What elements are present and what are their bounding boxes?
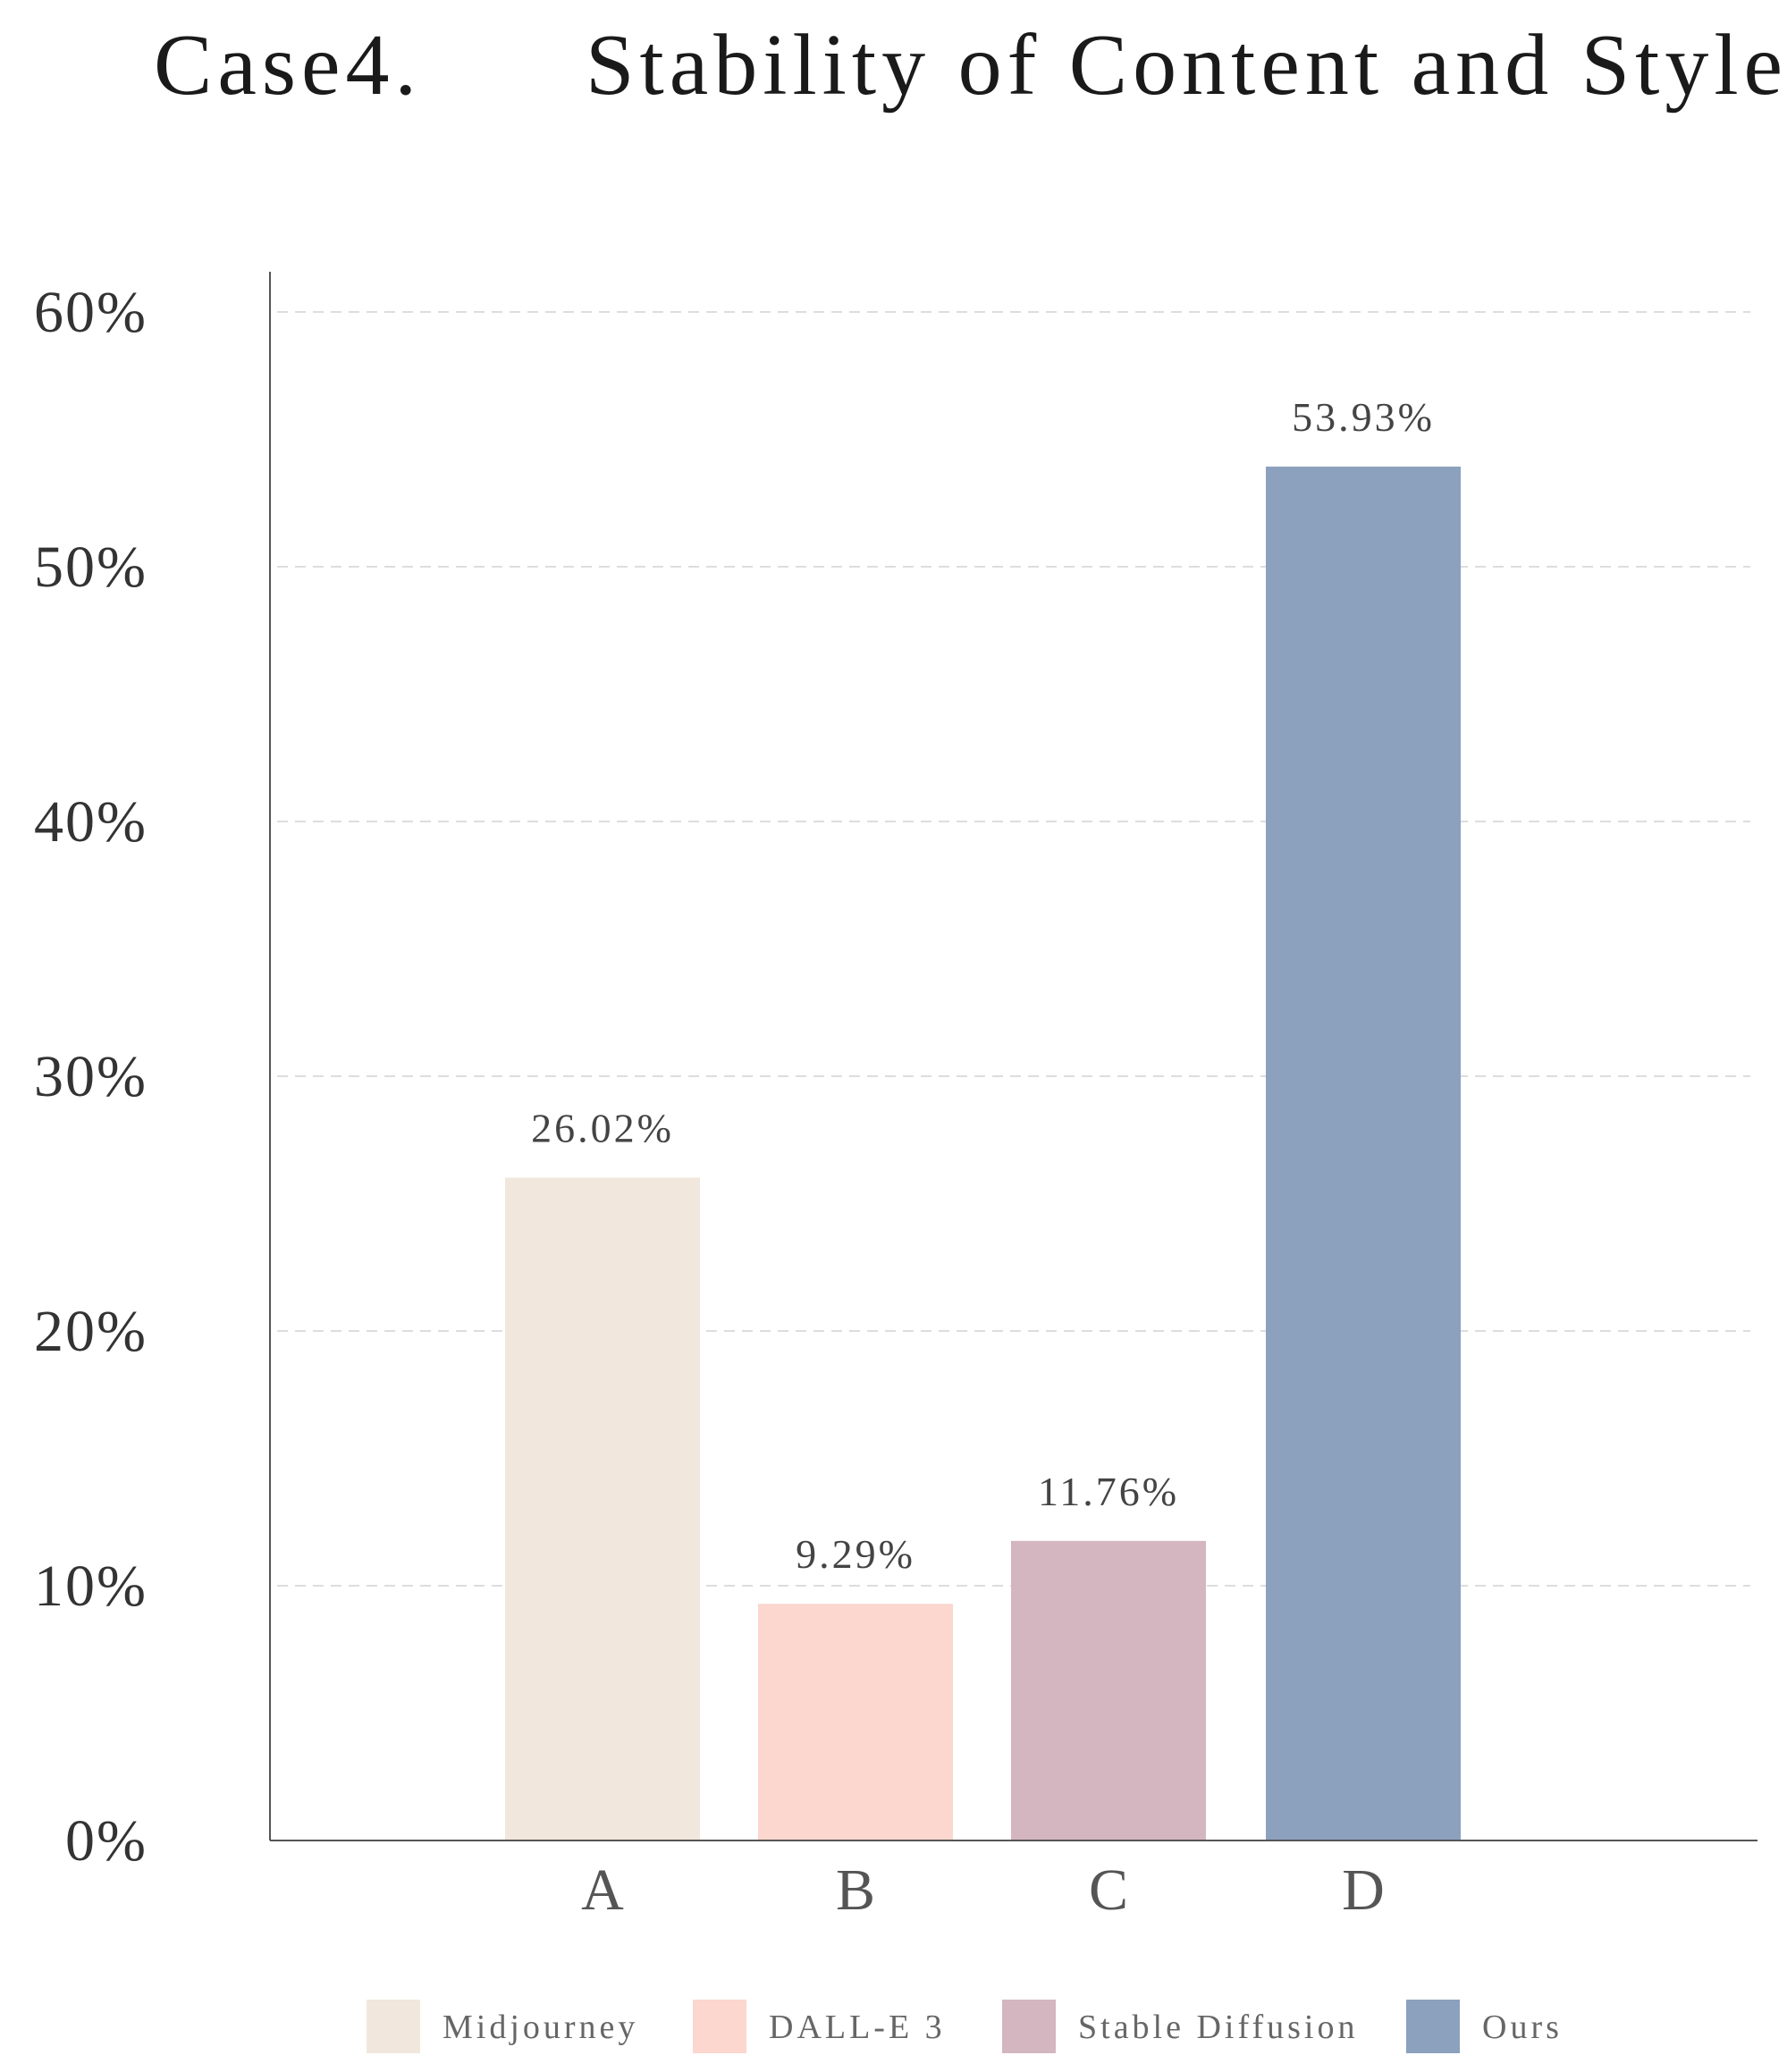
y-axis-tick-labels: 0% 10% 20% 30% 40% 50% 60%: [34, 280, 148, 1874]
gridlines: [277, 311, 1750, 1587]
x-axis-tick-labels: A B C D: [581, 1857, 1385, 1923]
bar-c: [1011, 1540, 1206, 1840]
y-tick-label: 60%: [34, 280, 148, 345]
legend-swatch: [1002, 2000, 1056, 2053]
x-tick-label: C: [1089, 1857, 1128, 1923]
legend-label: DALL-E 3: [769, 2009, 946, 2046]
bars: [505, 466, 1461, 1840]
x-tick-label: B: [836, 1857, 875, 1923]
y-tick-label: 40%: [34, 789, 148, 855]
legend: Midjourney DALL-E 3 Stable Diffusion Ours: [367, 2000, 1563, 2053]
legend-label: Stable Diffusion: [1078, 2009, 1358, 2046]
y-tick-label: 30%: [34, 1044, 148, 1109]
legend-label: Midjourney: [443, 2009, 638, 2046]
value-labels: 26.02% 9.29% 11.76% 53.93%: [531, 394, 1435, 1577]
legend-swatch: [1406, 2000, 1460, 2053]
bar-b: [758, 1604, 953, 1840]
bar-a: [505, 1177, 700, 1840]
value-label: 11.76%: [1038, 1469, 1179, 1514]
y-tick-label: 20%: [34, 1299, 148, 1364]
y-tick-label: 0%: [65, 1808, 148, 1874]
y-tick-label: 10%: [34, 1554, 148, 1619]
legend-label: Ours: [1482, 2009, 1563, 2046]
legend-swatch: [693, 2000, 746, 2053]
value-label: 53.93%: [1292, 394, 1435, 440]
x-tick-label: A: [581, 1857, 624, 1923]
legend-swatch: [367, 2000, 420, 2053]
chart-title: Case4. Stability of Content and Style: [154, 17, 1787, 114]
y-tick-label: 50%: [34, 535, 148, 600]
bar-d: [1266, 466, 1461, 1840]
value-label: 26.02%: [531, 1105, 674, 1150]
x-tick-label: D: [1342, 1857, 1385, 1923]
value-label: 9.29%: [796, 1531, 915, 1577]
